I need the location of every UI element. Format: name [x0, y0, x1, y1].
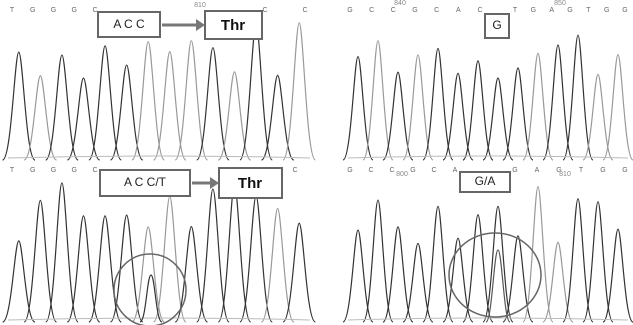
- base-call: G: [51, 167, 56, 174]
- base-call: A: [453, 167, 458, 174]
- codon-label: A C C: [113, 17, 145, 31]
- base-call: T: [10, 167, 15, 174]
- highlight-circle: [114, 254, 186, 325]
- trace-peak: [261, 75, 293, 160]
- position-label: 800: [396, 171, 408, 178]
- trace-peak: [503, 236, 533, 322]
- base-call: C: [477, 7, 482, 14]
- base-call: A: [456, 7, 461, 14]
- base-call: C: [389, 167, 394, 174]
- trace-peak: [603, 229, 633, 322]
- trace-peak: [383, 72, 413, 160]
- arrow-head: [210, 177, 219, 189]
- amino-acid-label: Thr: [221, 17, 245, 34]
- base-call: G: [30, 7, 35, 14]
- base-call: G: [622, 167, 627, 174]
- trace-peak: [503, 68, 533, 160]
- trace-peak: [132, 227, 164, 322]
- base-call: C: [292, 167, 297, 174]
- codon-label: G/A: [475, 174, 496, 188]
- base-call: T: [586, 7, 591, 14]
- trace-peak: [218, 72, 250, 160]
- trace-peak: [443, 73, 473, 160]
- base-call: G: [30, 167, 35, 174]
- base-call: G: [347, 7, 352, 14]
- trace-peak: [343, 230, 373, 322]
- base-call: T: [579, 167, 584, 174]
- trace-peak: [603, 55, 633, 160]
- trace-peak: [110, 65, 142, 160]
- base-call: G: [347, 167, 352, 174]
- base-call: A: [549, 7, 554, 14]
- trace-peak: [283, 23, 315, 160]
- base-call: C: [434, 7, 439, 14]
- base-call: C: [262, 7, 267, 14]
- base-call: G: [72, 7, 77, 14]
- base-call: C: [92, 7, 97, 14]
- arrow-head: [196, 19, 205, 31]
- base-call: G: [512, 167, 517, 174]
- base-call: T: [513, 7, 518, 14]
- position-label: 850: [554, 0, 566, 7]
- base-call: G: [51, 7, 56, 14]
- codon-label: A C C/T: [124, 175, 167, 189]
- trace-peak: [175, 227, 207, 322]
- base-call: G: [622, 7, 627, 14]
- base-call: G: [604, 7, 609, 14]
- secondary-peak: [140, 275, 162, 322]
- trace-peak: [543, 242, 573, 322]
- trace-peak: [403, 243, 433, 322]
- base-call: T: [10, 7, 15, 14]
- base-call: G: [531, 7, 536, 14]
- amino-acid-label: Thr: [238, 175, 262, 192]
- chromatogram-figure: TGGGCCCGCCGCACTGAGTGGTGGGCCGCCGCAGAGTGG …: [0, 0, 633, 325]
- base-call: C: [92, 167, 97, 174]
- base-call: C: [369, 7, 374, 14]
- base-call: C: [431, 167, 436, 174]
- base-call: G: [600, 167, 605, 174]
- trace-peak: [583, 74, 613, 160]
- codon-label: G: [492, 18, 501, 32]
- trace-peak: [67, 78, 99, 160]
- position-label: 810: [194, 2, 206, 9]
- base-call: G: [412, 7, 417, 14]
- trace-peak: [24, 200, 56, 322]
- trace-peak: [240, 24, 272, 160]
- position-label: 840: [394, 0, 406, 7]
- base-call: G: [567, 7, 572, 14]
- base-call: C: [391, 7, 396, 14]
- trace-peak: [343, 57, 373, 160]
- position-label: 810: [559, 171, 571, 178]
- base-call: G: [410, 167, 415, 174]
- base-call: C: [302, 7, 307, 14]
- trace-peak: [24, 76, 56, 160]
- base-call: C: [368, 167, 373, 174]
- trace-peak: [3, 241, 35, 322]
- base-call: G: [72, 167, 77, 174]
- trace-peak: [283, 223, 315, 322]
- trace-peak: [523, 187, 553, 322]
- base-call: A: [535, 167, 540, 174]
